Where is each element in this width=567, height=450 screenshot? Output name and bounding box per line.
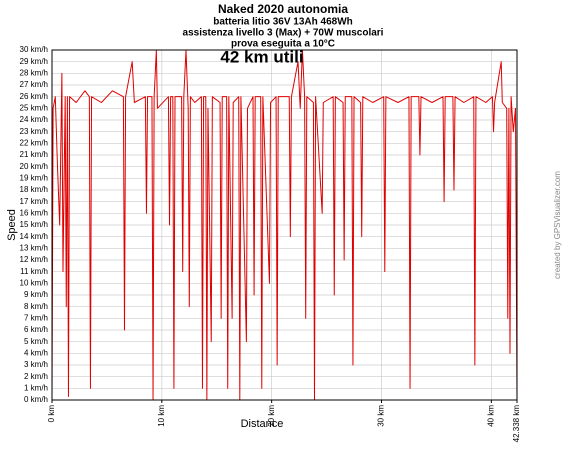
y-tick-label: 0 km/h: [24, 395, 48, 404]
x-tick-label: 42.338 km: [512, 405, 521, 443]
y-tick-label: 24 km/h: [20, 115, 48, 124]
plot-frame: [51, 49, 518, 401]
y-tick-label: 16 km/h: [20, 208, 48, 217]
y-tick-label: 21 km/h: [20, 150, 48, 159]
y-tick-label: 20 km/h: [20, 162, 48, 171]
speed-line: [51, 49, 518, 401]
y-tick-label: 15 km/h: [20, 220, 48, 229]
y-tick-label: 12 km/h: [20, 255, 48, 264]
y-tick-label: 14 km/h: [20, 232, 48, 241]
y-tick-label: 19 km/h: [20, 173, 48, 182]
y-tick-label: 5 km/h: [24, 337, 48, 346]
subtitle: assistenza livello 3 (Max) + 70W muscola…: [183, 28, 384, 39]
y-axis-label: Speed: [6, 209, 18, 241]
y-tick-label: 2 km/h: [24, 372, 48, 381]
y-tick-label: 1 km/h: [24, 383, 48, 392]
annotation: 42 km utili: [220, 47, 303, 66]
x-tick-label: 20 km: [267, 405, 276, 427]
y-tick-label: 28 km/h: [20, 68, 48, 77]
x-axis-label: Distance: [241, 418, 284, 430]
y-tick-label: 6 km/h: [24, 325, 48, 334]
y-tick-label: 30 km/h: [20, 45, 48, 54]
y-tick-label: 23 km/h: [20, 127, 48, 136]
y-tick-label: 10 km/h: [20, 278, 48, 287]
y-tick-label: 13 km/h: [20, 243, 48, 252]
y-tick-label: 9 km/h: [24, 290, 48, 299]
chart-title: Naked 2020 autonomia: [218, 2, 348, 16]
x-tick-label: 30 km: [377, 405, 386, 427]
y-tick-label: 26 km/h: [20, 92, 48, 101]
subtitle: batteria litio 36V 13Ah 468Wh: [213, 17, 353, 28]
y-tick-label: 22 km/h: [20, 138, 48, 147]
y-tick-label: 27 km/h: [20, 80, 48, 89]
y-tick-label: 7 km/h: [24, 313, 48, 322]
y-tick-label: 18 km/h: [20, 185, 48, 194]
x-tick-label: 10 km: [157, 405, 166, 427]
x-tick-label: 0 km: [47, 405, 56, 423]
y-tick-label: 29 km/h: [20, 57, 48, 66]
credit: created by GPSVisualizer.com: [553, 171, 562, 279]
y-tick-label: 17 km/h: [20, 197, 48, 206]
x-tick-label: 40 km: [486, 405, 495, 427]
y-tick-label: 4 km/h: [24, 348, 48, 357]
y-tick-label: 8 km/h: [24, 302, 48, 311]
y-tick-label: 11 km/h: [20, 267, 48, 276]
y-tick-label: 3 km/h: [24, 360, 48, 369]
y-tick-label: 25 km/h: [20, 103, 48, 112]
subtitle: prova eseguita a 10°C: [231, 39, 335, 50]
